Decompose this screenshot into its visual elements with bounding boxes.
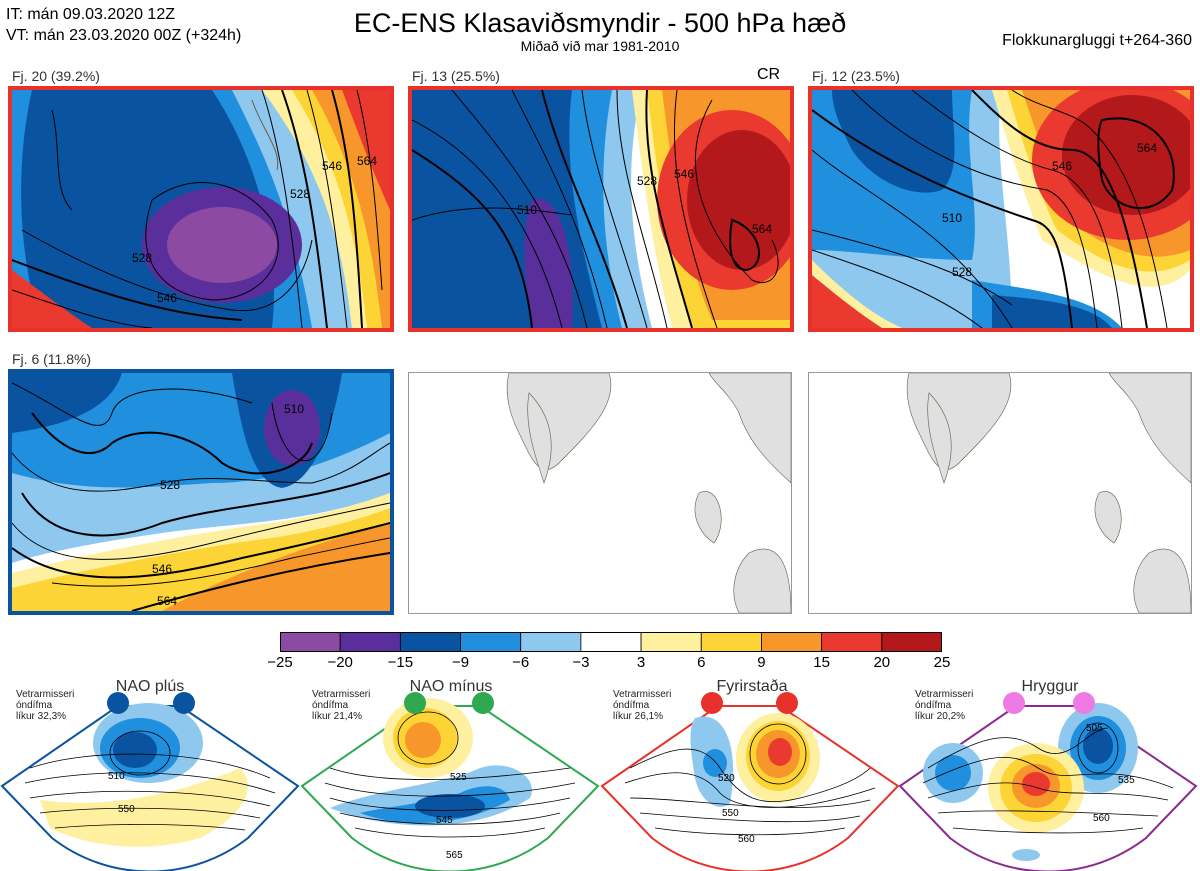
colorbar-cell <box>580 631 642 653</box>
colorbar-tick-labels: −25 −20 −15 −9 −6 −3 3 6 9 15 20 25 <box>267 654 950 674</box>
regime-2-contour-label: 525 <box>450 772 467 783</box>
regime-2-contour-label: 565 <box>446 850 463 861</box>
colorbar-cell <box>881 631 943 653</box>
panel-1-contour-label: 528 <box>132 251 152 265</box>
clustering-window: Flokkunargluggi t+264-360 <box>1002 32 1192 49</box>
panel-3-contour-label: 510 <box>942 211 962 225</box>
regime-3-stats: Vetrarmisseri óndífma líkur 26,1% <box>613 689 672 722</box>
cluster-map-2: 510 528 546 564 <box>412 90 790 328</box>
regime-4-marker-dot <box>1073 692 1095 714</box>
panel-3-contour-label: 528 <box>952 265 972 279</box>
regime-1-stats: Vetrarmisseri óndífma líkur 32,3% <box>16 689 75 722</box>
regime-4-contour-label: 505 <box>1086 723 1103 734</box>
colorbar-tick-label: 15 <box>813 654 830 671</box>
colorbar-cell <box>640 631 702 653</box>
panel-4-contour-label: 528 <box>160 478 180 492</box>
colorbar-tick-label: 9 <box>757 654 766 671</box>
page-title: EC-ENS Klasaviðsmyndir - 500 hPa hæð <box>353 8 847 38</box>
colorbar-tick-label: −3 <box>572 654 590 671</box>
regime-2-stats: Vetrarmisseri óndífma líkur 21,4% <box>312 689 371 722</box>
colorbar-cell <box>279 631 341 653</box>
colorbar-cell <box>339 631 401 653</box>
cluster-panel-4[interactable]: 510 528 546 564 <box>8 369 394 615</box>
colorbar-cell <box>700 631 762 653</box>
regime-1-contour-label: 510 <box>108 771 125 782</box>
regime-3-name: Fyrirstaða <box>716 678 788 695</box>
regime-3-contour-label: 550 <box>722 808 739 819</box>
regime-1-marker-dot <box>107 692 129 714</box>
panel-1-contour-label: 546 <box>322 159 342 173</box>
colorbar-tick-label: −20 <box>327 654 353 671</box>
empty-map-panel-5 <box>408 372 792 614</box>
cluster-panel-1[interactable]: 528 546 564 546 528 <box>8 86 394 332</box>
panel-2-label: Fj. 13 (25.5%) <box>412 68 500 84</box>
regime-2-contour-label: 545 <box>436 815 453 826</box>
panel-2-contour-label: 528 <box>637 174 657 188</box>
empty-map-panel-6 <box>808 372 1192 614</box>
regime-4-map: 505 535 560 <box>898 692 1198 871</box>
regime-4-contour-label: 535 <box>1118 775 1135 786</box>
valid-time: VT: mán 23.03.2020 00Z (+324h) <box>6 27 242 44</box>
colorbar-tick-label: 3 <box>636 654 646 671</box>
colorbar-tick-label: −6 <box>512 654 530 671</box>
regime-4-marker-dot <box>1003 692 1025 714</box>
panel-3-contour-label: 564 <box>1137 141 1157 155</box>
colorbar <box>279 631 943 653</box>
colorbar-tick-label: −15 <box>387 654 414 671</box>
control-run-badge: CR <box>757 66 781 83</box>
regime-3-map: 520 550 560 <box>600 692 900 871</box>
panel-4-contour-label: 546 <box>152 562 172 576</box>
panel-3-contour-label: 546 <box>1052 159 1072 173</box>
regime-1-name: NAO plús <box>115 678 185 695</box>
panel-4-label: Fj. 6 (11.8%) <box>12 351 92 367</box>
regime-1-map: 510 550 <box>0 692 300 871</box>
regime-2-map: 525 545 565 <box>300 692 600 871</box>
regime-2-marker-dot <box>404 692 426 714</box>
cluster-panel-3[interactable]: 510 528 546 564 <box>808 86 1194 332</box>
regime-3-marker-dot <box>701 692 723 714</box>
cluster-map-1: 528 546 564 546 528 <box>12 90 390 328</box>
page-subtitle: Miðað við mar 1981-2010 <box>520 38 680 54</box>
regime-3-marker-dot <box>776 692 798 714</box>
panel-1-contour-label: 564 <box>357 154 377 168</box>
panel-2-contour-label: 510 <box>517 203 537 217</box>
panel-1-label: Fj. 20 (39.2%) <box>12 68 100 84</box>
regime-2-marker-dot <box>472 692 494 714</box>
panel-1-contour-label: 546 <box>157 291 177 305</box>
colorbar-tick-label: 20 <box>873 654 891 671</box>
regime-4-contour-label: 560 <box>1093 813 1110 824</box>
panel-3-label: Fj. 12 (23.5%) <box>812 68 900 84</box>
colorbar-cell <box>460 631 522 653</box>
cluster-panel-2[interactable]: 510 528 546 564 <box>408 86 794 332</box>
regime-1-marker-dot <box>173 692 195 714</box>
colorbar-tick-label: −25 <box>267 654 293 671</box>
regime-4-name: Hryggur <box>1021 678 1079 695</box>
colorbar-tick-label: −9 <box>451 654 470 671</box>
header-times: IT: mán 09.03.2020 12Z VT: mán 23.03.202… <box>6 4 241 46</box>
panel-1-contour-label: 528 <box>290 187 310 201</box>
colorbar-tick-label: 25 <box>933 654 951 671</box>
colorbar-tick-label: 6 <box>697 654 706 671</box>
panel-4-contour-label: 510 <box>284 402 304 416</box>
colorbar-cell <box>399 631 461 653</box>
regime-1-contour-label: 550 <box>118 804 135 815</box>
colorbar-cell <box>520 631 582 653</box>
regime-2-name: NAO mínus <box>409 678 493 695</box>
cluster-map-3: 510 528 546 564 <box>812 90 1190 328</box>
colorbar-cell <box>761 631 823 653</box>
panel-2-contour-label: 564 <box>752 222 772 236</box>
init-time: IT: mán 09.03.2020 12Z <box>6 6 175 23</box>
cluster-map-4: 510 528 546 564 <box>12 373 390 611</box>
regime-4-stats: Vetrarmisseri óndífma líkur 20,2% <box>915 689 974 722</box>
panel-4-contour-label: 564 <box>157 594 177 608</box>
panel-2-contour-label: 546 <box>674 167 694 181</box>
colorbar-cell <box>821 631 883 653</box>
regime-3-contour-label: 560 <box>738 834 755 845</box>
regime-3-contour-label: 520 <box>718 773 735 784</box>
